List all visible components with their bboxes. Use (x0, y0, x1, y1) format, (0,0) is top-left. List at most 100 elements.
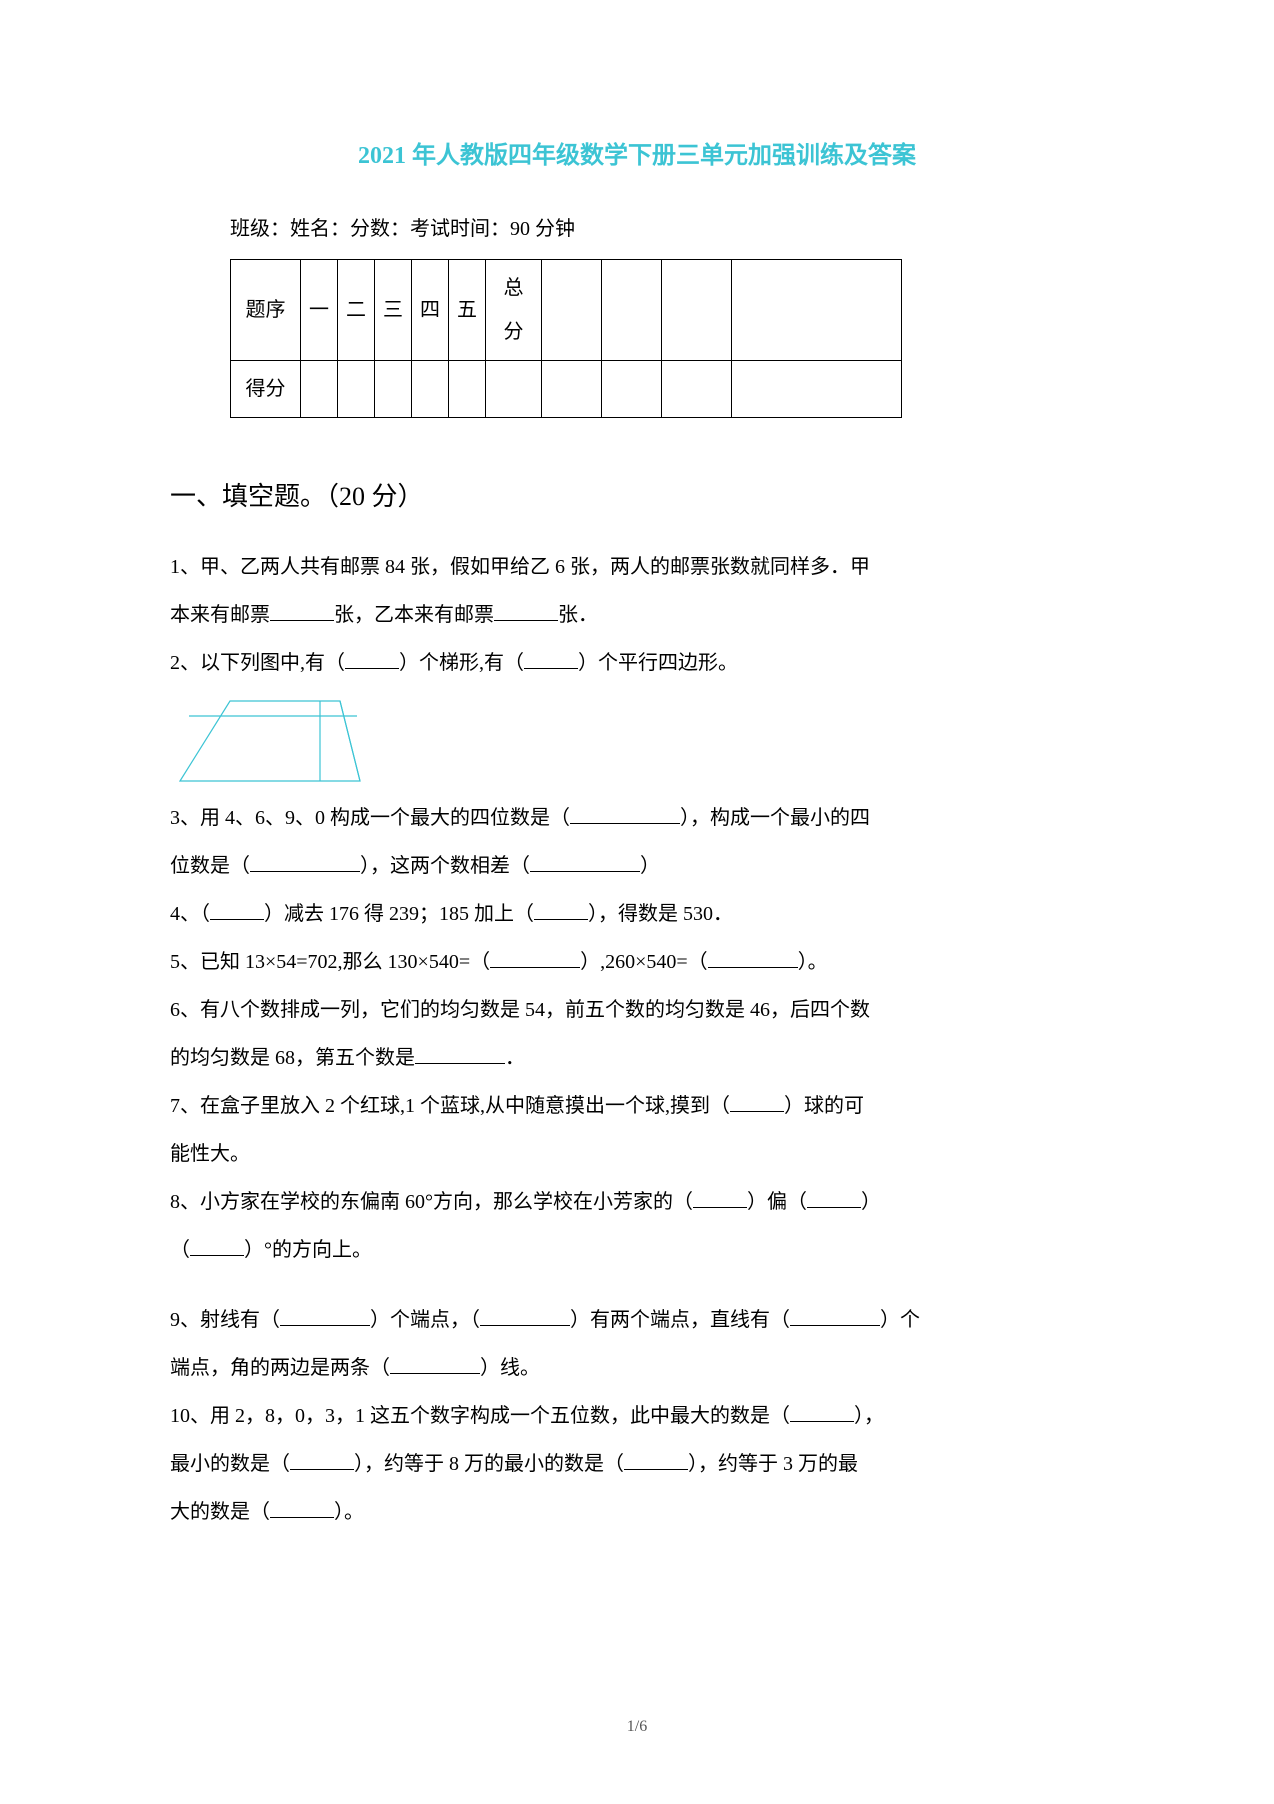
text: ）偏（ (747, 1191, 807, 1213)
fill-blank[interactable] (415, 1044, 505, 1064)
blank-cell (732, 360, 902, 417)
table-row: 得分 (231, 360, 902, 417)
row-header-score: 得分 (231, 360, 301, 417)
table-row: 题序 一 二 三 四 五 总分 (231, 259, 902, 360)
col-5: 五 (449, 259, 486, 360)
blank-cell (602, 259, 662, 360)
fill-blank[interactable] (490, 948, 580, 968)
blank-cell (449, 360, 486, 417)
text: ） (640, 855, 660, 877)
fill-blank[interactable] (693, 1188, 747, 1208)
fill-blank[interactable] (280, 1306, 370, 1326)
fill-blank[interactable] (807, 1188, 861, 1208)
text: ）线。 (480, 1357, 540, 1379)
fill-blank[interactable] (190, 1236, 244, 1256)
text: ）， (854, 1405, 884, 1427)
text: 5、已知 13×54=702,那么 130×540=（ (170, 951, 490, 973)
text: 位数是（ (170, 855, 250, 877)
question-1-line1: 1、甲、乙两人共有邮票 84 张，假如甲给乙 6 张，两人的邮票张数就同样多．甲 (170, 545, 1104, 589)
text: ） (861, 1191, 881, 1213)
blank-cell (412, 360, 449, 417)
text: ）球的可 (784, 1095, 864, 1117)
fill-blank[interactable] (494, 601, 558, 621)
fill-blank[interactable] (480, 1306, 570, 1326)
fill-blank[interactable] (390, 1354, 480, 1374)
fill-blank[interactable] (730, 1092, 784, 1112)
section-heading: 一、填空题。（20 分） (170, 468, 1104, 525)
question-6-line1: 6、有八个数排成一列，它们的均匀数是 54，前五个数的均匀数是 46，后四个数 (170, 988, 1104, 1032)
question-1-line2: 本来有邮票 张，乙本来有邮票 张． (170, 593, 1104, 637)
fill-blank[interactable] (790, 1402, 854, 1422)
fill-blank[interactable] (290, 1450, 354, 1470)
col-3: 三 (375, 259, 412, 360)
col-total: 总分 (486, 259, 542, 360)
row-header-sequence: 题序 (231, 259, 301, 360)
text: 最小的数是（ (170, 1453, 290, 1475)
fill-blank[interactable] (345, 649, 399, 669)
text: ）个平行四边形。 (578, 652, 738, 674)
document-title: 2021 年人教版四年级数学下册三单元加强训练及答案 (170, 130, 1104, 183)
text: 7、在盒子里放入 2 个红球,1 个蓝球,从中随意摸出一个球,摸到（ (170, 1095, 730, 1117)
text: ）有两个端点，直线有（ (570, 1309, 790, 1331)
fill-blank[interactable] (708, 948, 798, 968)
text: 3、用 4、6、9、0 构成一个最大的四位数是（ (170, 807, 570, 829)
question-10-line1: 10、用 2，8，0，3，1 这五个数字构成一个五位数，此中最大的数是（ ）， (170, 1394, 1104, 1438)
fill-blank[interactable] (530, 852, 640, 872)
text: ），这两个数相差（ (360, 855, 530, 877)
fill-blank[interactable] (250, 852, 360, 872)
text: 2、以下列图中,有（ (170, 652, 345, 674)
question-8-line2: （）°的方向上。 (170, 1228, 1104, 1272)
text: 的均匀数是 68，第五个数是 (170, 1047, 415, 1069)
fill-blank[interactable] (270, 1498, 334, 1518)
fill-blank[interactable] (210, 900, 264, 920)
fill-blank[interactable] (534, 900, 588, 920)
col-1: 一 (301, 259, 338, 360)
question-7-line2: 能性大。 (170, 1132, 1104, 1176)
text: 张． (558, 604, 598, 626)
text: 10、用 2，8，0，3，1 这五个数字构成一个五位数，此中最大的数是（ (170, 1405, 790, 1427)
trapezoid-diagram (170, 691, 370, 786)
text: ）减去 176 得 239；185 加上（ (264, 903, 534, 925)
question-9-line2: 端点，角的两边是两条（ ）线。 (170, 1346, 1104, 1390)
text: 张，乙本来有邮票 (334, 604, 494, 626)
fill-blank[interactable] (524, 649, 578, 669)
text: ）个 (880, 1309, 920, 1331)
fill-blank[interactable] (570, 804, 680, 824)
question-6-line2: 的均匀数是 68，第五个数是． (170, 1036, 1104, 1080)
text: ），约等于 3 万的最 (688, 1453, 858, 1475)
question-4: 4、（）减去 176 得 239；185 加上（），得数是 530． (170, 892, 1104, 936)
question-3-line1: 3、用 4、6、9、0 构成一个最大的四位数是（ ），构成一个最小的四 (170, 796, 1104, 840)
text: ）,260×540=（ (580, 951, 708, 973)
blank-cell (375, 360, 412, 417)
exam-meta-line: 班级：姓名：分数：考试时间：90 分钟 (230, 207, 1104, 251)
text: ）个端点，（ (370, 1309, 480, 1331)
blank-cell (542, 259, 602, 360)
text: ）个梯形,有（ (399, 652, 524, 674)
score-table: 题序 一 二 三 四 五 总分 得分 (230, 259, 902, 418)
question-10-line3: 大的数是（）。 (170, 1490, 1104, 1534)
text: 端点，角的两边是两条（ (170, 1357, 390, 1379)
text: （ (170, 1239, 190, 1261)
question-9-line1: 9、射线有（ ）个端点，（ ）有两个端点，直线有（ ）个 (170, 1298, 1104, 1342)
blank-cell (486, 360, 542, 417)
blank-cell (732, 259, 902, 360)
fill-blank[interactable] (624, 1450, 688, 1470)
text: ），约等于 8 万的最小的数是（ (354, 1453, 624, 1475)
text: 8、小方家在学校的东偏南 60°方向，那么学校在小芳家的（ (170, 1191, 693, 1213)
blank-cell (662, 360, 732, 417)
blank-cell (662, 259, 732, 360)
text: 9、射线有（ (170, 1309, 280, 1331)
blank-cell (301, 360, 338, 417)
question-8-line1: 8、小方家在学校的东偏南 60°方向，那么学校在小芳家的（ ）偏（ ） (170, 1180, 1104, 1224)
col-4: 四 (412, 259, 449, 360)
fill-blank[interactable] (270, 601, 334, 621)
text: 本来有邮票 (170, 604, 270, 626)
question-10-line2: 最小的数是（ ），约等于 8 万的最小的数是（ ），约等于 3 万的最 (170, 1442, 1104, 1486)
text: ），构成一个最小的四 (680, 807, 870, 829)
col-2: 二 (338, 259, 375, 360)
question-2: 2、以下列图中,有（ ）个梯形,有（ ）个平行四边形。 (170, 641, 1104, 685)
fill-blank[interactable] (790, 1306, 880, 1326)
page: 2021 年人教版四年级数学下册三单元加强训练及答案 班级：姓名：分数：考试时间… (0, 0, 1274, 1804)
text: 4、（ (170, 903, 210, 925)
spacer (170, 1276, 1104, 1298)
